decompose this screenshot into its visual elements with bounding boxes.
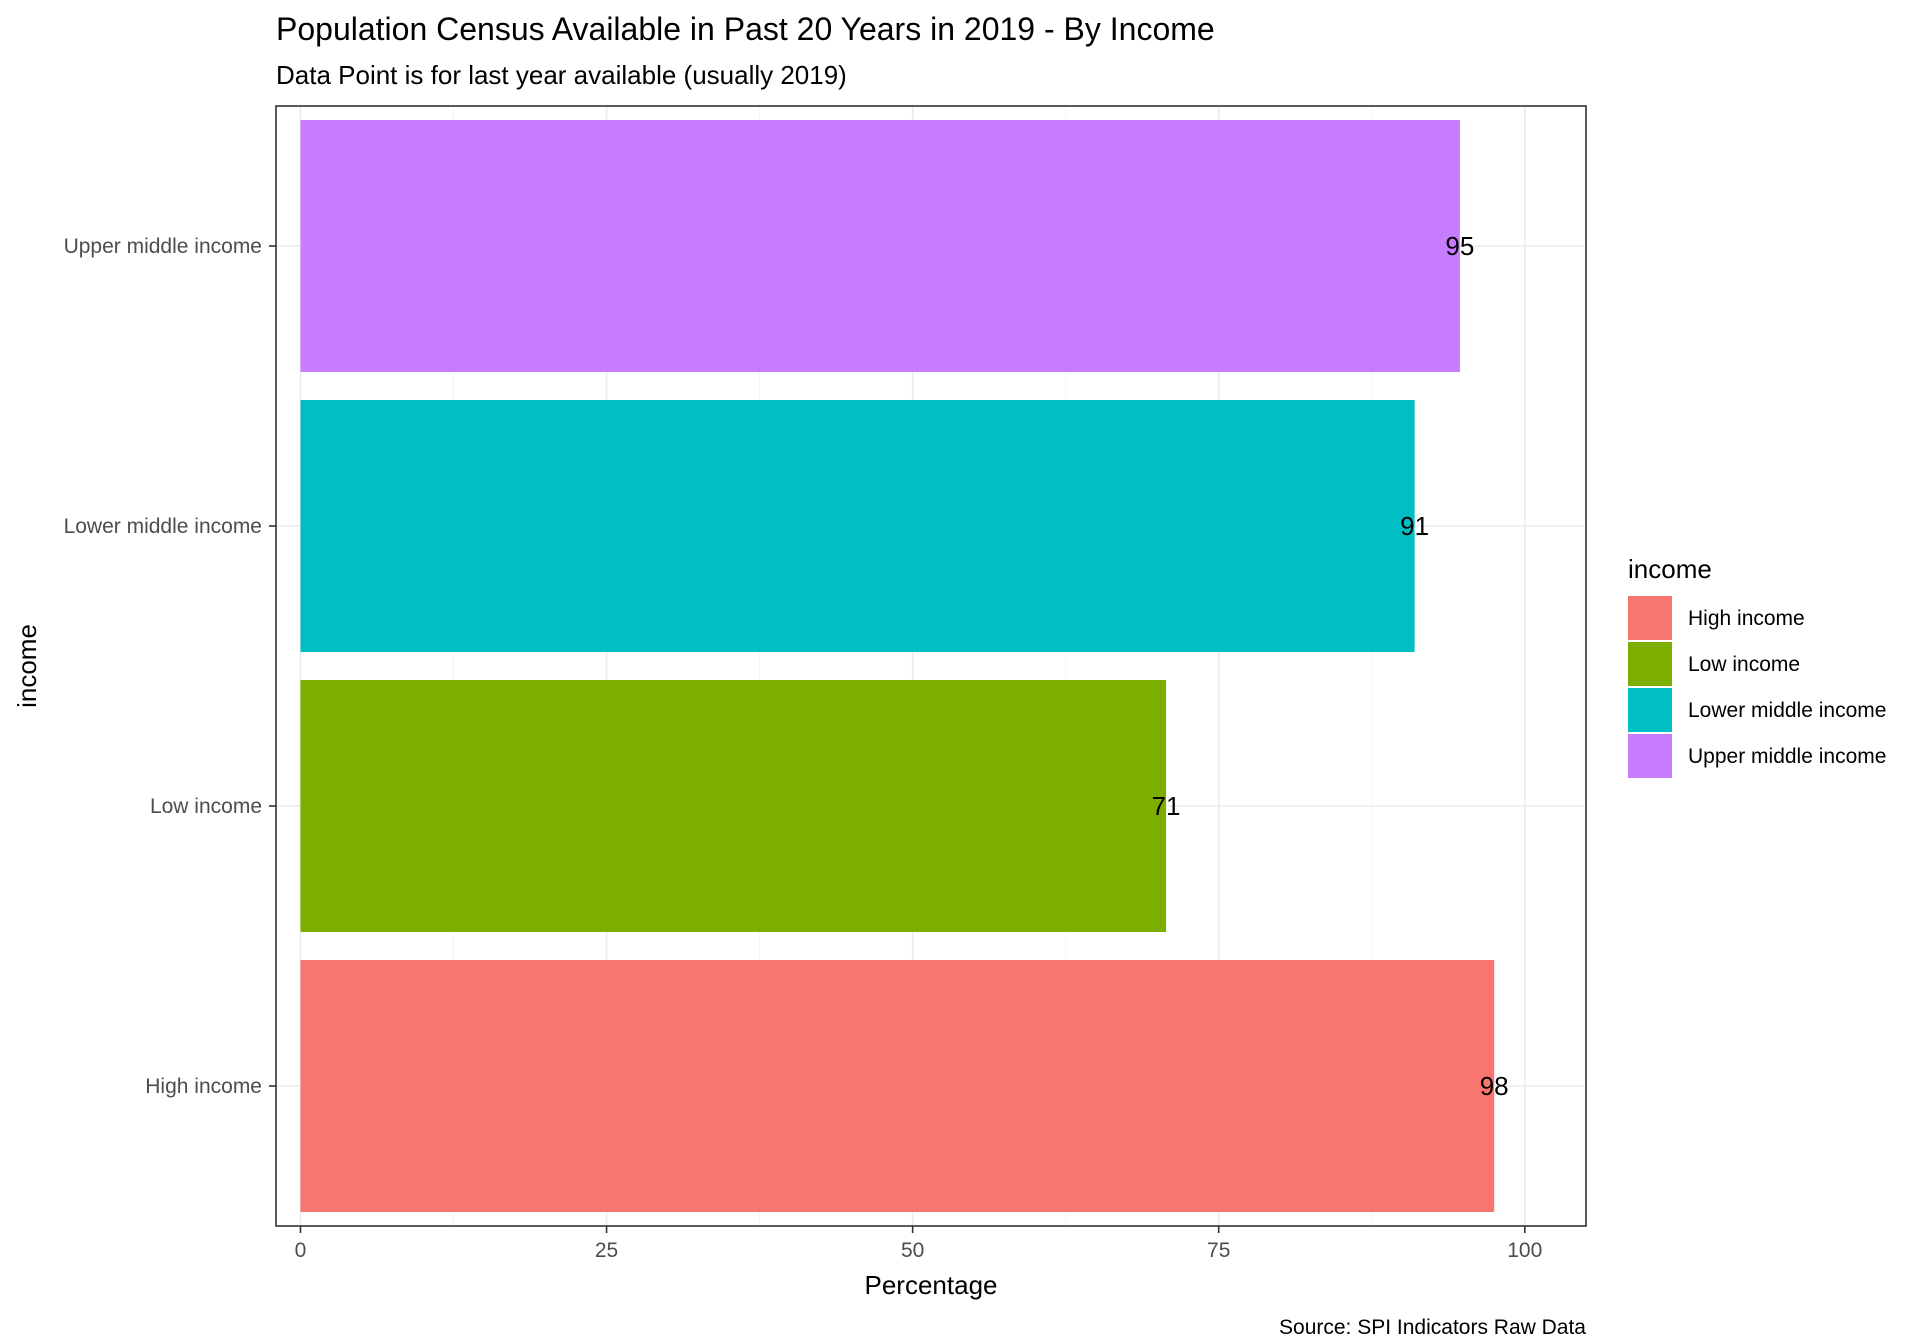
y-axis: High income Low income Lower middle income… xyxy=(64,235,276,1098)
x-tick-label: 50 xyxy=(901,1239,924,1262)
data-label: 71 xyxy=(1152,791,1181,821)
chart-subtitle: Data Point is for last year available (u… xyxy=(276,60,847,90)
x-axis-title: Percentage xyxy=(865,1270,998,1300)
legend-swatch xyxy=(1628,596,1672,640)
y-tick-label: Upper middle income xyxy=(64,235,262,258)
bar-low-income xyxy=(300,680,1167,932)
legend-label: High income xyxy=(1688,607,1805,630)
y-tick-label: High income xyxy=(145,1075,262,1098)
chart-title: Population Census Available in Past 20 Y… xyxy=(276,11,1215,47)
y-axis-title: income xyxy=(12,624,42,708)
y-tick-label: Lower middle income xyxy=(64,515,262,538)
caption: Source: SPI Indicators Raw Data xyxy=(1279,1316,1586,1339)
data-labels: 98 71 91 95 xyxy=(1152,231,1509,1101)
x-tick-label: 75 xyxy=(1207,1239,1230,1262)
legend-swatch xyxy=(1628,688,1672,732)
data-label: 98 xyxy=(1480,1071,1509,1101)
x-axis: 0 25 50 75 100 xyxy=(295,1226,1542,1262)
legend-swatch xyxy=(1628,734,1672,778)
plot-border xyxy=(275,105,1587,1227)
x-tick-label: 0 xyxy=(295,1239,307,1262)
bar-high-income xyxy=(300,960,1495,1212)
bars xyxy=(300,120,1495,1212)
bar-lower-middle-income xyxy=(300,400,1415,652)
legend-label: Lower middle income xyxy=(1688,699,1886,722)
x-tick-label: 25 xyxy=(595,1239,618,1262)
legend-title: income xyxy=(1628,554,1712,584)
legend: High income Low income Lower middle income… xyxy=(1628,596,1886,778)
data-label: 95 xyxy=(1445,231,1474,261)
legend-label: Upper middle income xyxy=(1688,745,1886,768)
y-tick-label: Low income xyxy=(150,795,262,818)
bar-upper-middle-income xyxy=(300,120,1460,372)
data-label: 91 xyxy=(1400,511,1429,541)
x-tick-label: 100 xyxy=(1507,1239,1542,1262)
legend-label: Low income xyxy=(1688,653,1800,676)
legend-swatch xyxy=(1628,642,1672,686)
